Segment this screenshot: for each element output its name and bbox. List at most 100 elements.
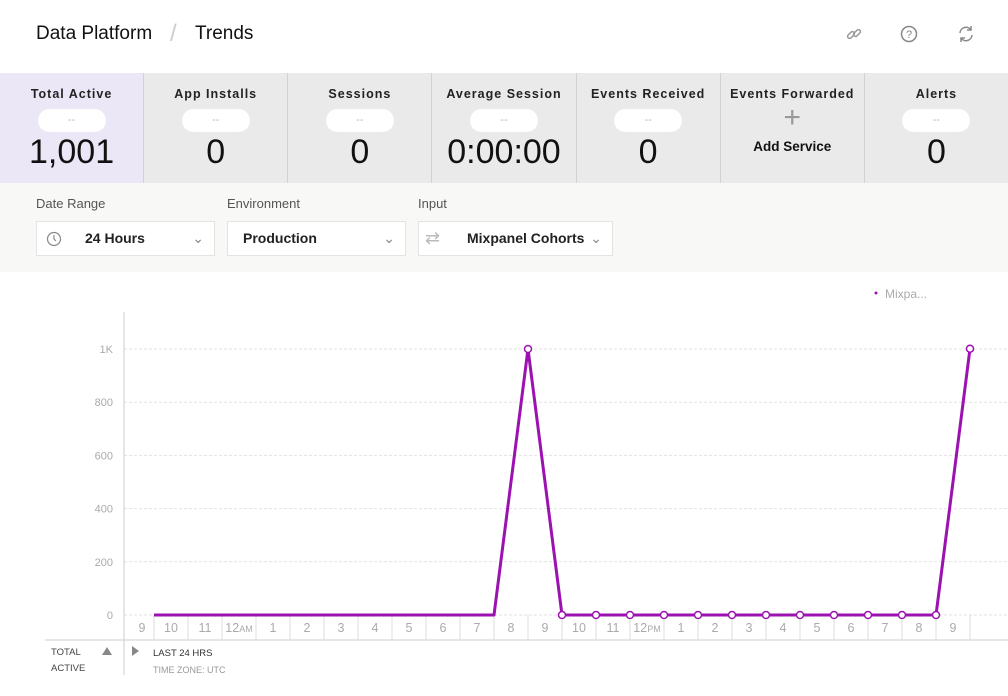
legend-swatch	[874, 291, 878, 295]
add-service-button[interactable]: Add Service	[753, 139, 832, 154]
data-point[interactable]	[625, 610, 635, 620]
tile-total-active[interactable]: Total Active -- 1,001	[0, 73, 145, 183]
x-tick-label: 6	[440, 621, 447, 635]
tile-value: 0:00:00	[447, 133, 561, 171]
tile-delta: --	[614, 109, 683, 132]
date-range-label: Date Range	[36, 196, 106, 211]
help-icon[interactable]: ?	[899, 24, 919, 44]
metric-tiles: Total Active -- 1,001 App Installs -- 0 …	[0, 73, 1008, 183]
tile-label: Events Received	[590, 87, 706, 101]
data-point[interactable]	[829, 610, 839, 620]
header: Data Platform / Trends ?	[0, 0, 1008, 73]
metric-label-line2: ACTIVE	[51, 663, 85, 674]
input-value: Mixpanel Cohorts	[467, 230, 585, 246]
breadcrumb-separator: /	[170, 20, 177, 47]
data-point[interactable]	[931, 610, 941, 620]
x-tick-label: 10	[572, 621, 586, 635]
x-tick-label: 2	[304, 621, 311, 635]
clock-icon	[46, 231, 62, 247]
tile-label: Total Active	[30, 87, 113, 101]
data-point[interactable]	[761, 610, 771, 620]
tile-delta: --	[325, 109, 394, 132]
chevron-down-icon: ⌄	[383, 230, 395, 246]
x-tick-label: 8	[916, 621, 923, 635]
refresh-icon[interactable]	[956, 24, 976, 44]
date-range-select[interactable]: 24 Hours ⌄	[36, 221, 215, 256]
data-point[interactable]	[795, 610, 805, 620]
x-tick-label: 3	[338, 621, 345, 635]
x-tick-label: 4	[780, 621, 787, 635]
data-point[interactable]	[897, 610, 907, 620]
data-point[interactable]	[863, 610, 873, 620]
breadcrumb-app[interactable]: Data Platform	[36, 23, 153, 44]
x-tick-label: 3	[746, 621, 753, 635]
x-tick-label: 9	[139, 621, 146, 635]
x-tick-label: 7	[882, 621, 889, 635]
x-tick-label: 11	[607, 621, 620, 635]
y-tick-label: 200	[95, 557, 113, 569]
tile-value: 0	[926, 133, 946, 171]
plus-icon[interactable]: +	[783, 101, 802, 134]
range-label: LAST 24 HRS	[153, 648, 213, 659]
tile-label: Average Session	[446, 87, 562, 101]
x-tick-label: 4	[372, 621, 379, 635]
tile-delta: --	[469, 109, 538, 132]
x-tick-label: 12AM	[225, 621, 252, 635]
tile-label: Events Forwarded	[730, 87, 855, 101]
expand-icon[interactable]	[132, 646, 139, 656]
x-tick-label: 1	[270, 621, 277, 635]
timezone-label: TIME ZONE: UTC	[153, 665, 226, 675]
tile-alerts[interactable]: Alerts -- 0	[865, 73, 1008, 183]
data-point[interactable]	[693, 610, 703, 620]
environment-select[interactable]: Production ⌄	[227, 221, 406, 256]
tile-label: Sessions	[328, 87, 392, 101]
data-point[interactable]	[523, 344, 533, 354]
x-tick-label: 9	[542, 621, 549, 635]
input-label: Input	[418, 196, 447, 211]
x-tick-label: 6	[848, 621, 855, 635]
x-tick-label: 5	[406, 621, 413, 635]
environment-label: Environment	[227, 196, 300, 211]
sort-up-icon[interactable]	[102, 647, 112, 655]
y-tick-label: 400	[95, 504, 113, 516]
tile-delta: --	[181, 109, 250, 132]
tile-value: 0	[638, 133, 658, 171]
tile-value: 0	[350, 133, 370, 171]
environment-value: Production	[243, 230, 317, 246]
link-icon[interactable]	[844, 24, 864, 44]
data-point[interactable]	[965, 344, 975, 353]
tile-events-forwarded[interactable]: Events Forwarded + Add Service	[721, 73, 865, 183]
tile-events-received[interactable]: Events Received -- 0	[577, 73, 721, 183]
tile-delta: --	[902, 109, 971, 132]
data-point[interactable]	[591, 610, 601, 620]
y-tick-label: 800	[95, 397, 113, 409]
tile-delta: --	[37, 109, 106, 132]
x-tick-label: 9	[950, 621, 957, 635]
x-tick-label: 1	[678, 621, 685, 635]
tile-label: Alerts	[915, 87, 958, 101]
y-tick-label: 600	[95, 450, 113, 462]
date-range-value: 24 Hours	[85, 230, 145, 246]
input-select[interactable]: ⇄ Mixpanel Cohorts ⌄	[418, 221, 613, 256]
x-tick-label: 5	[814, 621, 821, 635]
swap-icon: ⇄	[425, 228, 441, 248]
x-tick-label: 8	[508, 621, 515, 635]
tile-value: 1,001	[29, 133, 115, 171]
x-tick-label: 10	[164, 621, 178, 635]
x-tick-label: 11	[199, 621, 212, 635]
data-point[interactable]	[727, 610, 737, 620]
legend-item[interactable]: Mixpa...	[885, 287, 927, 301]
chevron-down-icon: ⌄	[192, 230, 204, 246]
tile-label: App Installs	[174, 87, 258, 101]
x-tick-label: 12PM	[633, 621, 660, 635]
filter-bar: Date Range 24 Hours ⌄ Environment Produc…	[0, 183, 1008, 272]
metric-label-line1: TOTAL	[51, 647, 81, 658]
x-tick-label: 2	[712, 621, 719, 635]
data-point[interactable]	[557, 610, 567, 620]
tile-sessions[interactable]: Sessions -- 0	[288, 73, 433, 183]
data-point[interactable]	[659, 610, 669, 620]
tile-app-installs[interactable]: App Installs -- 0	[144, 73, 289, 183]
svg-text:?: ?	[906, 29, 912, 41]
tile-average-session[interactable]: Average Session -- 0:00:00	[432, 73, 577, 183]
